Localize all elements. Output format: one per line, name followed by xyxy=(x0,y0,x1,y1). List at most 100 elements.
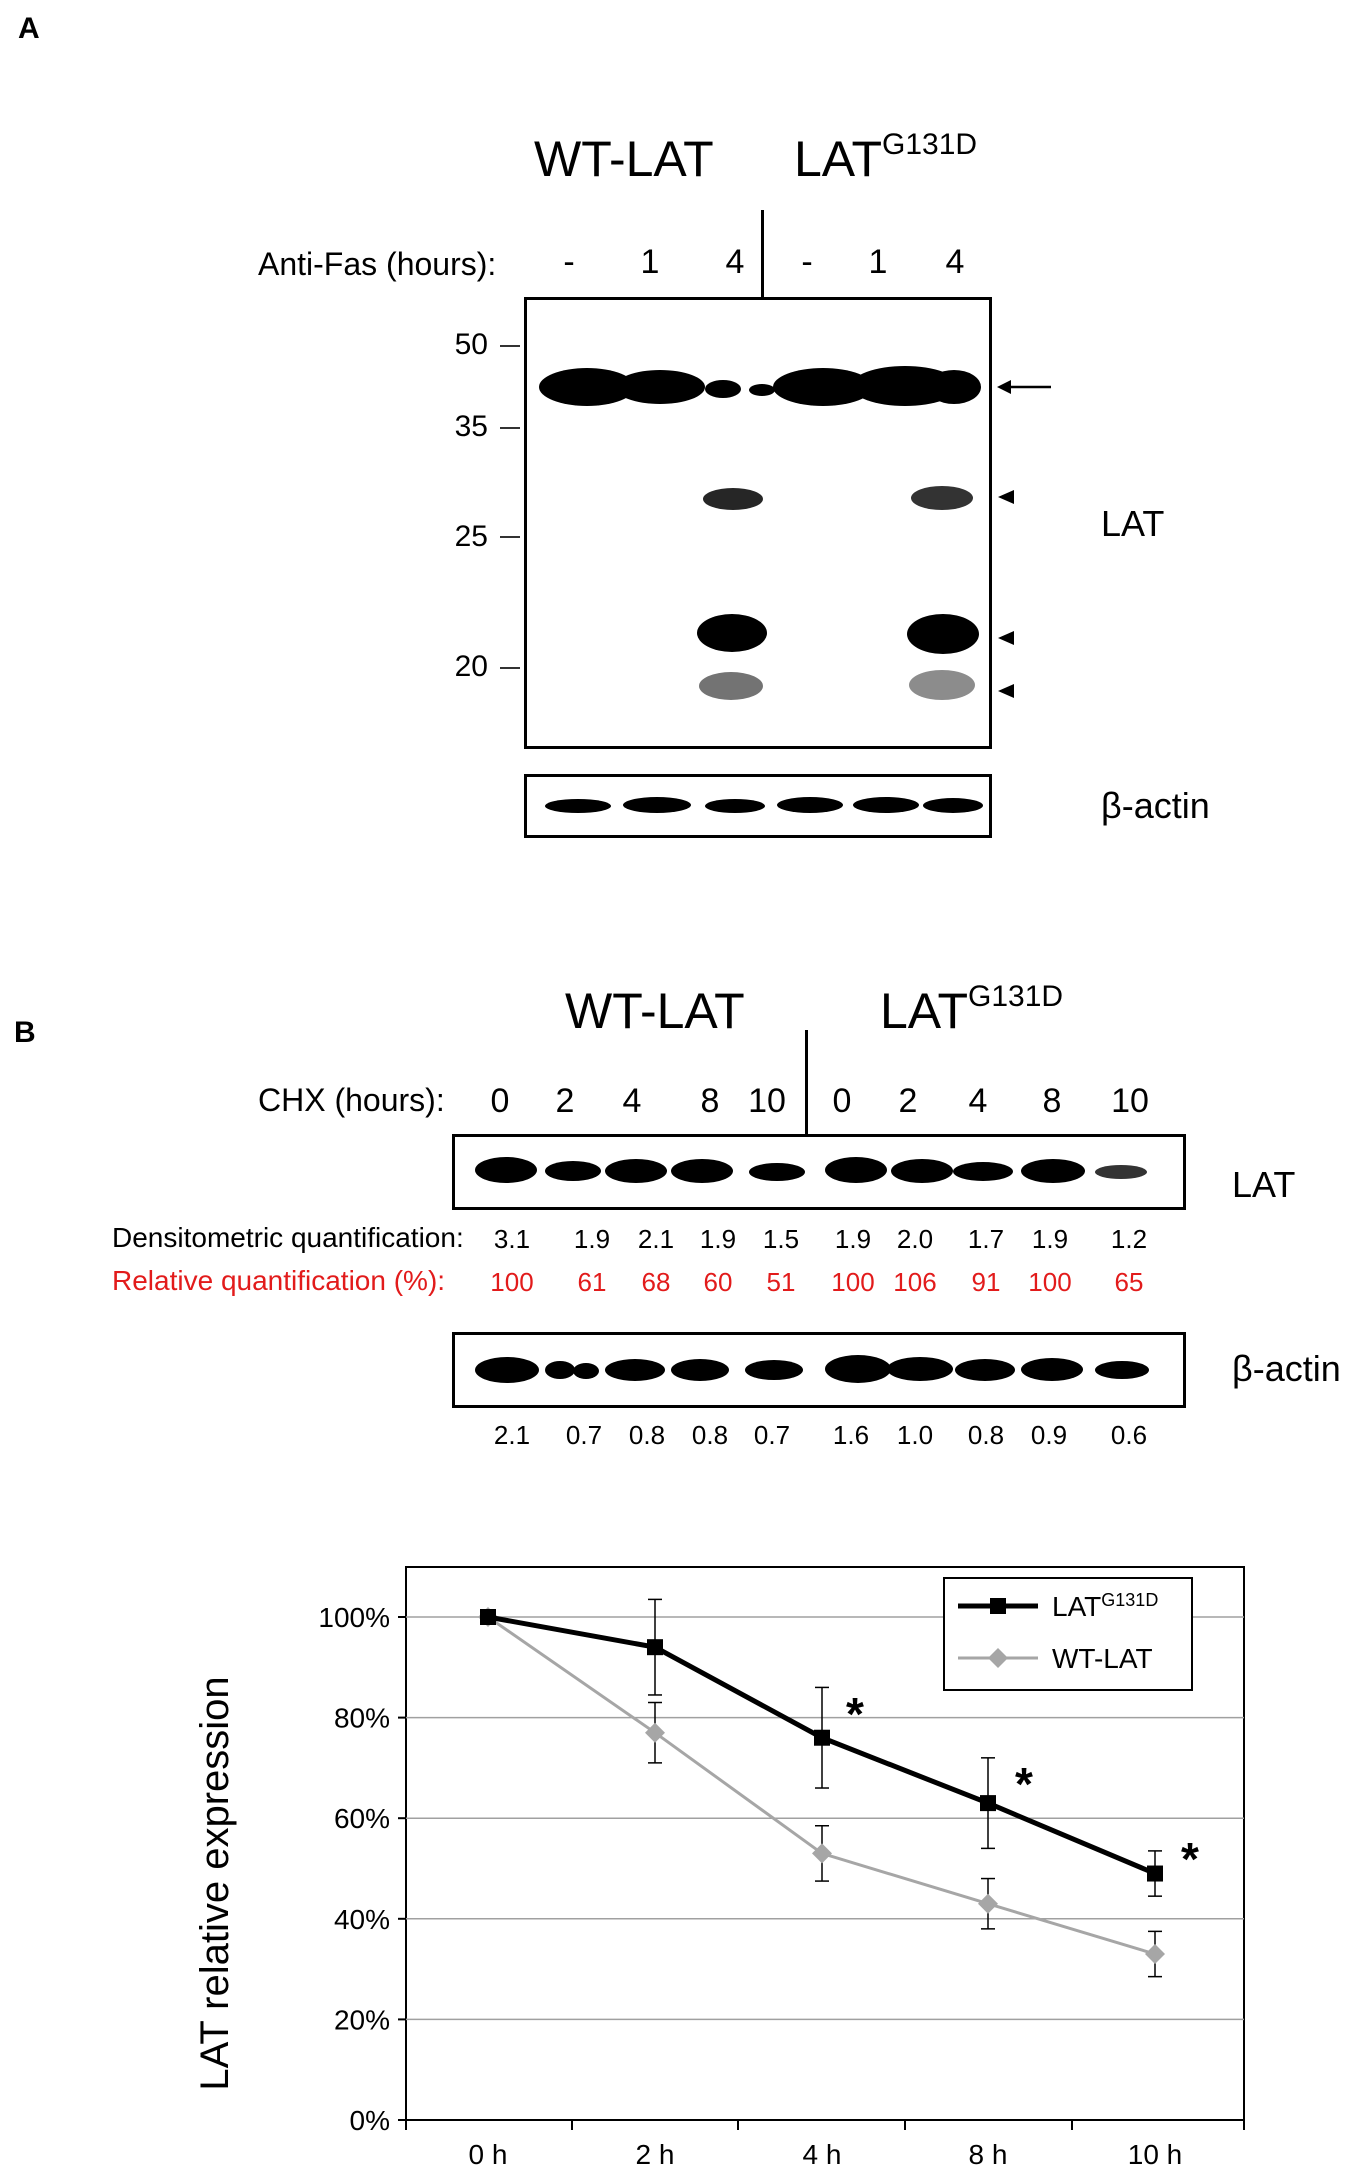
mw-tick-50 xyxy=(500,345,520,347)
relative-value-5: 100 xyxy=(831,1267,875,1297)
y-tick-label: 80% xyxy=(334,1703,390,1734)
panel-b-lane-label-9: 10 xyxy=(1111,1082,1149,1120)
mw-marker-35: 35 xyxy=(454,410,488,443)
mw-tick-20 xyxy=(500,667,520,669)
x-tick-label: 10 h xyxy=(1128,2139,1183,2170)
panel-b-lane-label-6: 2 xyxy=(898,1082,918,1120)
panel-a-group-divider xyxy=(761,210,764,300)
densito-value-8: 1.9 xyxy=(1031,1224,1069,1254)
data-point-diamond xyxy=(978,1893,998,1914)
panel-b-lane-label-3: 8 xyxy=(700,1082,720,1120)
panel-b-letter: B xyxy=(14,1016,36,1049)
actin-value-4: 0.7 xyxy=(753,1420,791,1450)
panel-b-lane-label-5: 0 xyxy=(832,1082,852,1120)
panel-a-lane-label-3: - xyxy=(801,243,813,281)
panel-b-mutant-title: LATG131D xyxy=(880,980,1064,1039)
panel-b-actin-label: β-actin xyxy=(1232,1348,1341,1389)
significance-asterisk: * xyxy=(1015,1758,1033,1810)
panel-b-lane-label-4: 10 xyxy=(748,1082,786,1120)
data-point-square xyxy=(814,1729,830,1746)
panel-b-lane-label-1: 2 xyxy=(555,1082,575,1120)
panel-b-lat-blot xyxy=(452,1134,1186,1210)
x-tick-label: 4 h xyxy=(803,2139,842,2170)
actin-value-0: 2.1 xyxy=(493,1420,531,1450)
data-point-square xyxy=(647,1639,663,1656)
relative-quant-label: Relative quantification (%): xyxy=(112,1265,446,1296)
data-point-diamond xyxy=(645,1722,665,1743)
panel-b-lane-label-0: 0 xyxy=(490,1082,510,1120)
densito-value-9: 1.2 xyxy=(1110,1224,1148,1254)
y-tick-label: 20% xyxy=(334,2004,390,2035)
panel-a-lane-label-1: 1 xyxy=(640,243,660,281)
data-point-square xyxy=(480,1609,496,1625)
legend-marker-diamond xyxy=(988,1648,1008,1668)
panel-b-lane-label-2: 4 xyxy=(622,1082,642,1120)
x-tick-label: 2 h xyxy=(636,2139,675,2170)
panel-a-mutant-title: LATG131D xyxy=(794,128,978,187)
cleavage-arrowhead-icon xyxy=(998,684,1014,698)
y-tick-label: 60% xyxy=(334,1803,390,1834)
actin-value-6: 1.0 xyxy=(896,1420,934,1450)
panel-b-lane-label-8: 8 xyxy=(1042,1082,1062,1120)
panel-b-group-divider xyxy=(805,1030,808,1142)
panel-a-actin-label: β-actin xyxy=(1101,785,1210,826)
y-tick-label: 0% xyxy=(350,2105,390,2136)
panel-b-treatment-label: CHX (hours): xyxy=(258,1082,445,1118)
cleavage-arrowhead-icon xyxy=(998,490,1014,504)
relative-value-4: 51 xyxy=(766,1267,796,1297)
relative-value-9: 65 xyxy=(1114,1267,1144,1297)
actin-value-7: 0.8 xyxy=(967,1420,1005,1450)
densito-value-1: 1.9 xyxy=(573,1224,611,1254)
mw-tick-35 xyxy=(500,427,520,429)
data-point-square xyxy=(1147,1865,1163,1882)
densitometric-label: Densitometric quantification: xyxy=(112,1222,464,1253)
relative-value-1: 61 xyxy=(577,1267,607,1297)
panel-a-lane-label-4: 1 xyxy=(868,243,888,281)
mw-marker-25: 25 xyxy=(454,520,488,553)
mw-marker-50: 50 xyxy=(454,328,488,361)
actin-value-9: 0.6 xyxy=(1110,1420,1148,1450)
chart-legend xyxy=(943,1577,1193,1691)
densito-value-0: 3.1 xyxy=(493,1224,531,1254)
panel-a-lat-label: LAT xyxy=(1101,503,1165,544)
significance-asterisk: * xyxy=(846,1688,864,1740)
actin-value-2: 0.8 xyxy=(628,1420,666,1450)
panel-a-lane-label-2: 4 xyxy=(725,243,745,281)
relative-value-3: 60 xyxy=(703,1267,733,1297)
actin-value-5: 1.6 xyxy=(832,1420,870,1450)
panel-a-lane-label-0: - xyxy=(563,243,575,281)
y-tick-label: 100% xyxy=(318,1602,390,1633)
x-tick-label: 8 h xyxy=(969,2139,1008,2170)
densito-value-4: 1.5 xyxy=(762,1224,800,1254)
densito-value-5: 1.9 xyxy=(834,1224,872,1254)
panel-a-wt-title: WT-LAT xyxy=(534,131,714,187)
data-point-diamond xyxy=(812,1843,832,1864)
panel-a-lat-blot xyxy=(524,297,992,749)
significance-asterisk: * xyxy=(1181,1833,1199,1885)
y-axis-label: LAT relative expression xyxy=(193,1676,237,2090)
panel-b-actin-blot xyxy=(452,1332,1186,1408)
data-point-diamond xyxy=(1145,1944,1165,1965)
legend-label-mutant: LATG131D xyxy=(1052,1590,1158,1622)
decay-line-chart: 0% 20% 40% 60% 80% 100% 0 h 2 h 4 h 8 h 10 h LAT re… xyxy=(193,1566,1245,2170)
actin-value-8: 0.9 xyxy=(1030,1420,1068,1450)
mw-marker-20: 20 xyxy=(454,650,488,683)
densito-value-6: 2.0 xyxy=(896,1224,934,1254)
panel-a-actin-blot xyxy=(524,774,992,838)
densito-value-7: 1.7 xyxy=(967,1224,1005,1254)
relative-value-7: 91 xyxy=(971,1267,1001,1297)
relative-value-0: 100 xyxy=(490,1267,534,1297)
legend-marker-square xyxy=(990,1598,1006,1614)
legend-label-wt: WT-LAT xyxy=(1052,1643,1153,1674)
actin-value-1: 0.7 xyxy=(565,1420,603,1450)
panel-a-letter: A xyxy=(18,12,40,45)
panel-b-lane-label-7: 4 xyxy=(968,1082,988,1120)
panel-b-lat-label: LAT xyxy=(1232,1164,1296,1205)
x-tick-label: 0 h xyxy=(469,2139,508,2170)
panel-b-wt-title: WT-LAT xyxy=(565,983,745,1039)
relative-value-6: 106 xyxy=(893,1267,937,1297)
panel-a-treatment-label: Anti-Fas (hours): xyxy=(258,246,497,282)
panel-a-lane-label-5: 4 xyxy=(945,243,965,281)
mw-tick-25 xyxy=(500,536,520,538)
y-tick-label: 40% xyxy=(334,1904,390,1935)
